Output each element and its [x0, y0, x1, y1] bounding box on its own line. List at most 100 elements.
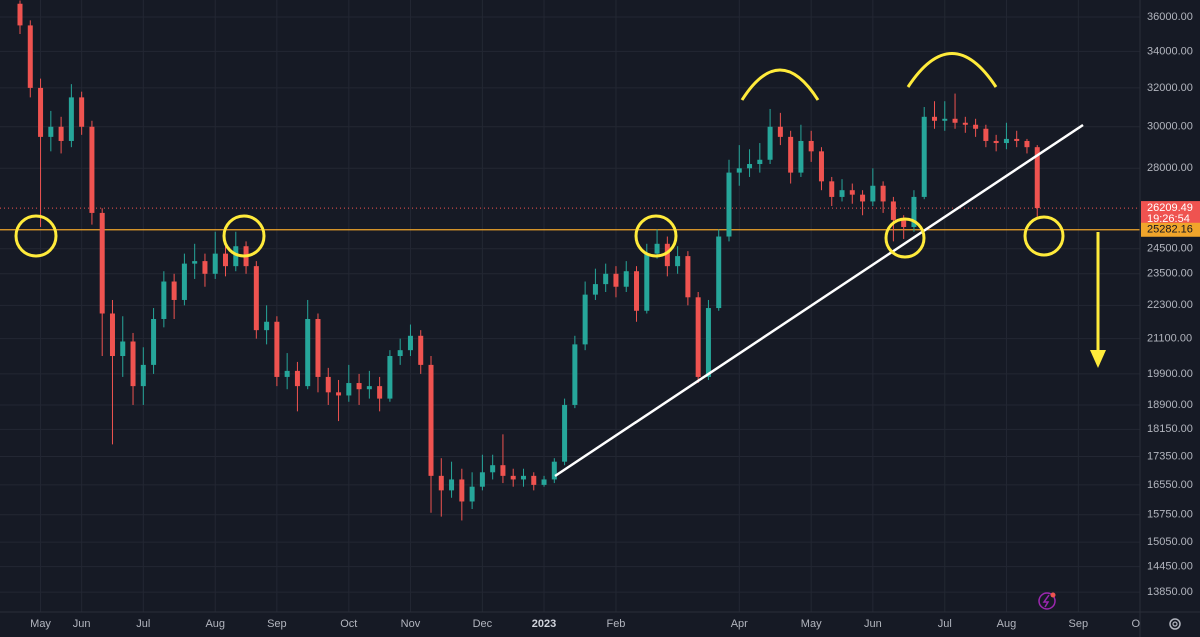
candle-body: [490, 465, 496, 473]
candle-body: [336, 392, 342, 396]
candle-body: [870, 185, 876, 202]
candle-body: [603, 273, 609, 285]
candle-body: [1003, 138, 1009, 144]
x-tick-label: May: [801, 618, 822, 630]
candle-body: [1024, 140, 1030, 148]
candle-body: [613, 273, 619, 287]
candle-body: [664, 243, 670, 267]
candle-body: [397, 350, 403, 357]
candle-body: [68, 97, 74, 141]
y-tick-label: 21100.00: [1147, 333, 1192, 345]
candle-body: [777, 126, 783, 137]
candle-body: [747, 164, 753, 169]
candle-body: [818, 151, 824, 182]
candle-body: [171, 281, 177, 300]
y-tick-label: 32000.00: [1147, 82, 1193, 94]
circle: [1023, 215, 1065, 257]
trendline: [554, 123, 1084, 478]
candle-body: [726, 172, 732, 237]
y-tick-label: 18900.00: [1147, 399, 1193, 411]
candle-body: [264, 321, 270, 331]
last-price-label: 26209.49: [1147, 202, 1193, 214]
candle-body: [931, 116, 937, 121]
candle-body: [1034, 147, 1040, 209]
level-label: 25282.16: [1147, 224, 1193, 236]
candle-body: [38, 87, 44, 137]
x-tick-label: Jun: [864, 618, 882, 630]
shoulder-arc: [740, 68, 820, 101]
candle-body: [325, 376, 331, 393]
candle-body: [788, 136, 794, 173]
candle-body: [634, 271, 640, 311]
x-tick-label: Jul: [938, 618, 952, 630]
candle-body: [880, 185, 886, 202]
lightning-icon[interactable]: [1038, 592, 1056, 610]
y-tick-label: 17350.00: [1147, 450, 1193, 462]
circle: [222, 214, 266, 258]
arrow-head: [1090, 350, 1106, 368]
y-tick-label: 28000.00: [1147, 162, 1193, 174]
settings-icon[interactable]: [1169, 618, 1181, 630]
candle-body: [377, 386, 383, 399]
level-box: [1141, 222, 1200, 237]
candle-body: [993, 140, 999, 144]
y-tick-label: 13850.00: [1147, 586, 1193, 598]
x-tick-label: Dec: [473, 618, 493, 630]
candle-body: [233, 246, 239, 267]
x-tick-label: Jun: [73, 618, 91, 630]
candle-body: [890, 201, 896, 220]
candle-body: [531, 475, 537, 485]
candle-body: [736, 168, 742, 173]
x-tick-label: May: [30, 618, 51, 630]
y-tick-label: 19900.00: [1147, 368, 1193, 380]
candle-body: [705, 308, 711, 377]
y-tick-label: 30000.00: [1147, 121, 1193, 133]
candle-body: [644, 253, 650, 311]
candle-body: [962, 122, 968, 125]
x-tick-label: Feb: [606, 618, 625, 630]
candle-body: [921, 116, 927, 197]
candle-body: [387, 356, 393, 399]
candle-body: [860, 194, 866, 202]
candle-body: [551, 461, 557, 480]
candle-body: [592, 284, 598, 295]
x-axis: May Jun Jul Aug Sep Oct Nov Dec 2023 Feb Apr May Jun…: [30, 618, 1148, 630]
candle-body: [849, 190, 855, 195]
candle-body: [973, 124, 979, 129]
y-tick-label: 36000.00: [1147, 11, 1193, 23]
candle-body: [942, 118, 948, 121]
candle-body: [17, 3, 23, 26]
candle-body: [212, 253, 218, 274]
head-arc: [906, 52, 998, 88]
candle-body: [438, 475, 444, 491]
candle-body: [48, 126, 54, 137]
y-tick-label: 23500.00: [1147, 268, 1193, 280]
candle-body: [757, 159, 763, 165]
candle-body: [459, 479, 465, 502]
candles: [17, 0, 1040, 521]
y-tick-label: 15050.00: [1147, 536, 1193, 548]
x-tick-label: Aug: [997, 618, 1017, 630]
candle-body: [798, 140, 804, 173]
candle-body: [901, 219, 907, 227]
candle-body: [89, 126, 95, 213]
y-tick-label: 18150.00: [1147, 423, 1193, 435]
x-tick-label: Sep: [267, 618, 287, 630]
candle-body: [27, 25, 33, 88]
candle-body: [181, 263, 187, 300]
candle-body: [99, 212, 105, 314]
candle-body: [253, 266, 259, 331]
candle-body: [449, 479, 455, 491]
candle-body: [274, 321, 280, 377]
candle-body: [623, 271, 629, 287]
y-tick-label: 24500.00: [1147, 243, 1193, 255]
x-tick-label: Aug: [205, 618, 225, 630]
candle-body: [151, 318, 157, 365]
last-price-box: [1141, 201, 1200, 226]
candle-body: [202, 261, 208, 274]
candle-body: [284, 370, 290, 377]
candle-body: [952, 118, 958, 123]
